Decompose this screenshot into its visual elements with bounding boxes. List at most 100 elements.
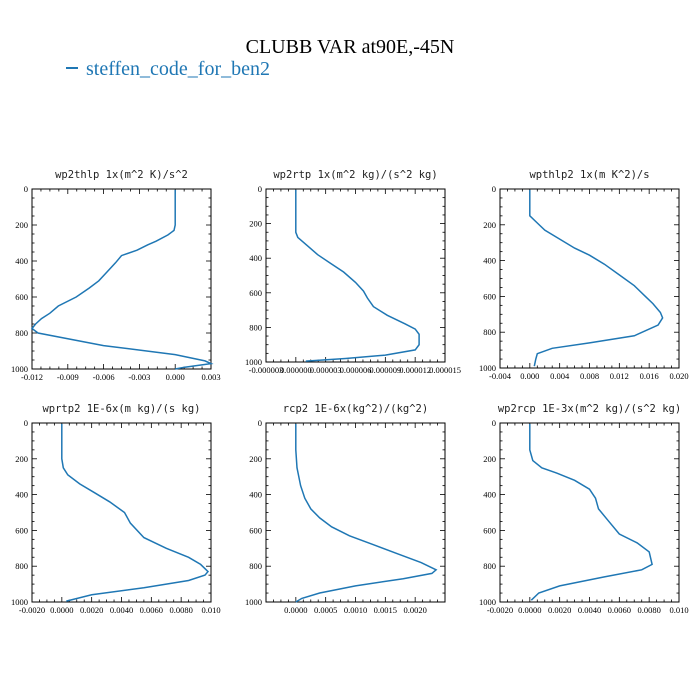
x-tick-label: -0.003 xyxy=(128,372,150,382)
x-tick-label: 0.0060 xyxy=(608,605,631,615)
series-line xyxy=(295,189,420,362)
y-tick-label: 200 xyxy=(249,219,262,229)
x-tick-label: -0.009 xyxy=(57,372,79,382)
x-tick-label: 0.0000 xyxy=(518,605,541,615)
y-tick-label: 0 xyxy=(258,418,262,428)
y-tick-label: 1000 xyxy=(11,364,28,374)
y-tick-label: 400 xyxy=(249,490,262,500)
panel-6: wp2rcp 1E-3x(m^2 kg)/(s^2 kg) -0.0020 0.00… xyxy=(479,403,689,615)
x-tick-label: 0.003 xyxy=(201,372,220,382)
y-tick-label: 400 xyxy=(249,253,262,263)
y-tick-label: 800 xyxy=(15,561,28,571)
x-tick-label: 0.020 xyxy=(669,371,688,381)
y-tick-label: 1000 xyxy=(245,597,262,607)
x-tick-label: 0.0080 xyxy=(637,605,660,615)
y-tick-label: 800 xyxy=(15,328,28,338)
x-tick-label: 0.000003 xyxy=(310,365,342,375)
panel-title: wp2rtp 1x(m^2 kg)/(s^2 kg) xyxy=(273,169,437,181)
panel-frame xyxy=(499,188,680,369)
x-tick-label: 0.010 xyxy=(669,605,688,615)
x-tick-label: 0.000006 xyxy=(340,365,372,375)
panel-title: wp2thlp 1x(m^2 K)/s^2 xyxy=(55,169,188,181)
y-tick-label: 200 xyxy=(249,454,262,464)
y-tick-label: 400 xyxy=(483,256,496,266)
y-tick-label: 800 xyxy=(483,327,496,337)
legend: steffen_code_for_ben2 xyxy=(66,58,270,81)
panel-title: rcp2 1E-6x(kg^2)/(kg^2) xyxy=(283,403,428,415)
legend-label: steffen_code_for_ben2 xyxy=(86,58,271,80)
x-tick-label: 0.0000 xyxy=(50,605,73,615)
y-tick-label: 200 xyxy=(483,454,496,464)
x-tick-label: 0.010 xyxy=(201,605,220,615)
series-line xyxy=(529,423,653,601)
x-tick-label: 0.016 xyxy=(640,371,659,381)
x-tick-label: -0.004 xyxy=(489,371,512,381)
x-tick-label: 0.0020 xyxy=(403,605,426,615)
series-line xyxy=(529,189,664,367)
y-tick-label: 200 xyxy=(483,220,496,230)
x-tick-label: 0.0040 xyxy=(110,605,133,615)
y-tick-label: 600 xyxy=(249,525,262,535)
y-tick-label: 600 xyxy=(483,525,496,535)
panel-frame xyxy=(31,188,212,370)
x-tick-label: 0.000 xyxy=(520,371,539,381)
x-tick-label: 0.004 xyxy=(550,371,570,381)
panel-title: wp2rcp 1E-3x(m^2 kg)/(s^2 kg) xyxy=(498,403,681,415)
y-tick-label: 0 xyxy=(492,418,496,428)
x-tick-label: 0.0080 xyxy=(169,605,192,615)
x-tick-label: -0.0020 xyxy=(487,605,513,615)
y-tick-label: 800 xyxy=(249,322,262,332)
y-tick-label: 1000 xyxy=(11,597,28,607)
x-tick-label: 0.000 xyxy=(166,372,185,382)
y-tick-label: 400 xyxy=(483,490,496,500)
y-tick-label: 0 xyxy=(258,184,262,194)
y-tick-label: 800 xyxy=(483,561,496,571)
y-tick-label: 600 xyxy=(15,525,28,535)
x-tick-label: 0.0000 xyxy=(284,605,307,615)
y-tick-label: 200 xyxy=(15,220,28,230)
y-tick-label: 0 xyxy=(24,184,28,194)
panel-frame xyxy=(31,422,212,603)
x-tick-label: 0.012 xyxy=(610,371,629,381)
y-tick-label: 1000 xyxy=(479,363,496,373)
x-tick-label: -0.0020 xyxy=(19,605,45,615)
x-tick-label: 0.000015 xyxy=(429,365,461,375)
y-tick-label: 1000 xyxy=(479,597,496,607)
y-tick-label: 400 xyxy=(15,256,28,266)
panel-4: wprtp2 1E-6x(m kg)/(s kg) -0.0020 0.0000 0.… xyxy=(11,403,221,615)
x-tick-label: 0.008 xyxy=(580,371,599,381)
series-line xyxy=(61,423,210,602)
x-tick-label: 0.0015 xyxy=(374,605,397,615)
x-tick-label: -0.000003 xyxy=(249,365,284,375)
y-tick-label: 800 xyxy=(249,561,262,571)
panel-title: wpthlp2 1x(m K^2)/s xyxy=(529,169,649,181)
x-tick-label: 0.0040 xyxy=(578,605,601,615)
panel-5: rcp2 1E-6x(kg^2)/(kg^2) 0.0000 0.0005 0.001… xyxy=(245,403,446,615)
y-tick-label: 600 xyxy=(483,291,496,301)
panel-frame xyxy=(265,188,446,363)
x-tick-label: -0.012 xyxy=(21,372,43,382)
series-line xyxy=(295,423,438,603)
x-tick-label: 0.0010 xyxy=(344,605,367,615)
x-tick-label: 0.0005 xyxy=(314,605,337,615)
x-tick-label: 0.0020 xyxy=(548,605,571,615)
series-line xyxy=(30,189,214,370)
panel-3: wpthlp2 1x(m K^2)/s -0.004 0.000 0.004 0.008… xyxy=(479,169,689,381)
x-tick-label: -0.006 xyxy=(93,372,115,382)
y-tick-label: 0 xyxy=(24,418,28,428)
figure-title: CLUBB VAR at90E,-45N xyxy=(245,36,455,58)
panel-1: wp2thlp 1x(m^2 K)/s^2 -0.012 -0.009 -0.006 -… xyxy=(11,169,221,382)
panel-frame xyxy=(499,422,680,603)
panel-2: wp2rtp 1x(m^2 kg)/(s^2 kg)-0.0000030.000… xyxy=(245,169,461,375)
panel-frame xyxy=(265,422,446,603)
x-tick-label: 0.0020 xyxy=(80,605,103,615)
y-tick-label: 0 xyxy=(492,184,496,194)
y-tick-label: 600 xyxy=(15,292,28,302)
panel-title: wprtp2 1E-6x(m kg)/(s kg) xyxy=(42,403,200,415)
y-tick-label: 400 xyxy=(15,490,28,500)
x-tick-label: 0.000000 xyxy=(280,365,312,375)
x-tick-label: 0.0060 xyxy=(140,605,163,615)
legend-line-swatch xyxy=(66,67,78,70)
y-tick-label: 1000 xyxy=(245,357,262,367)
